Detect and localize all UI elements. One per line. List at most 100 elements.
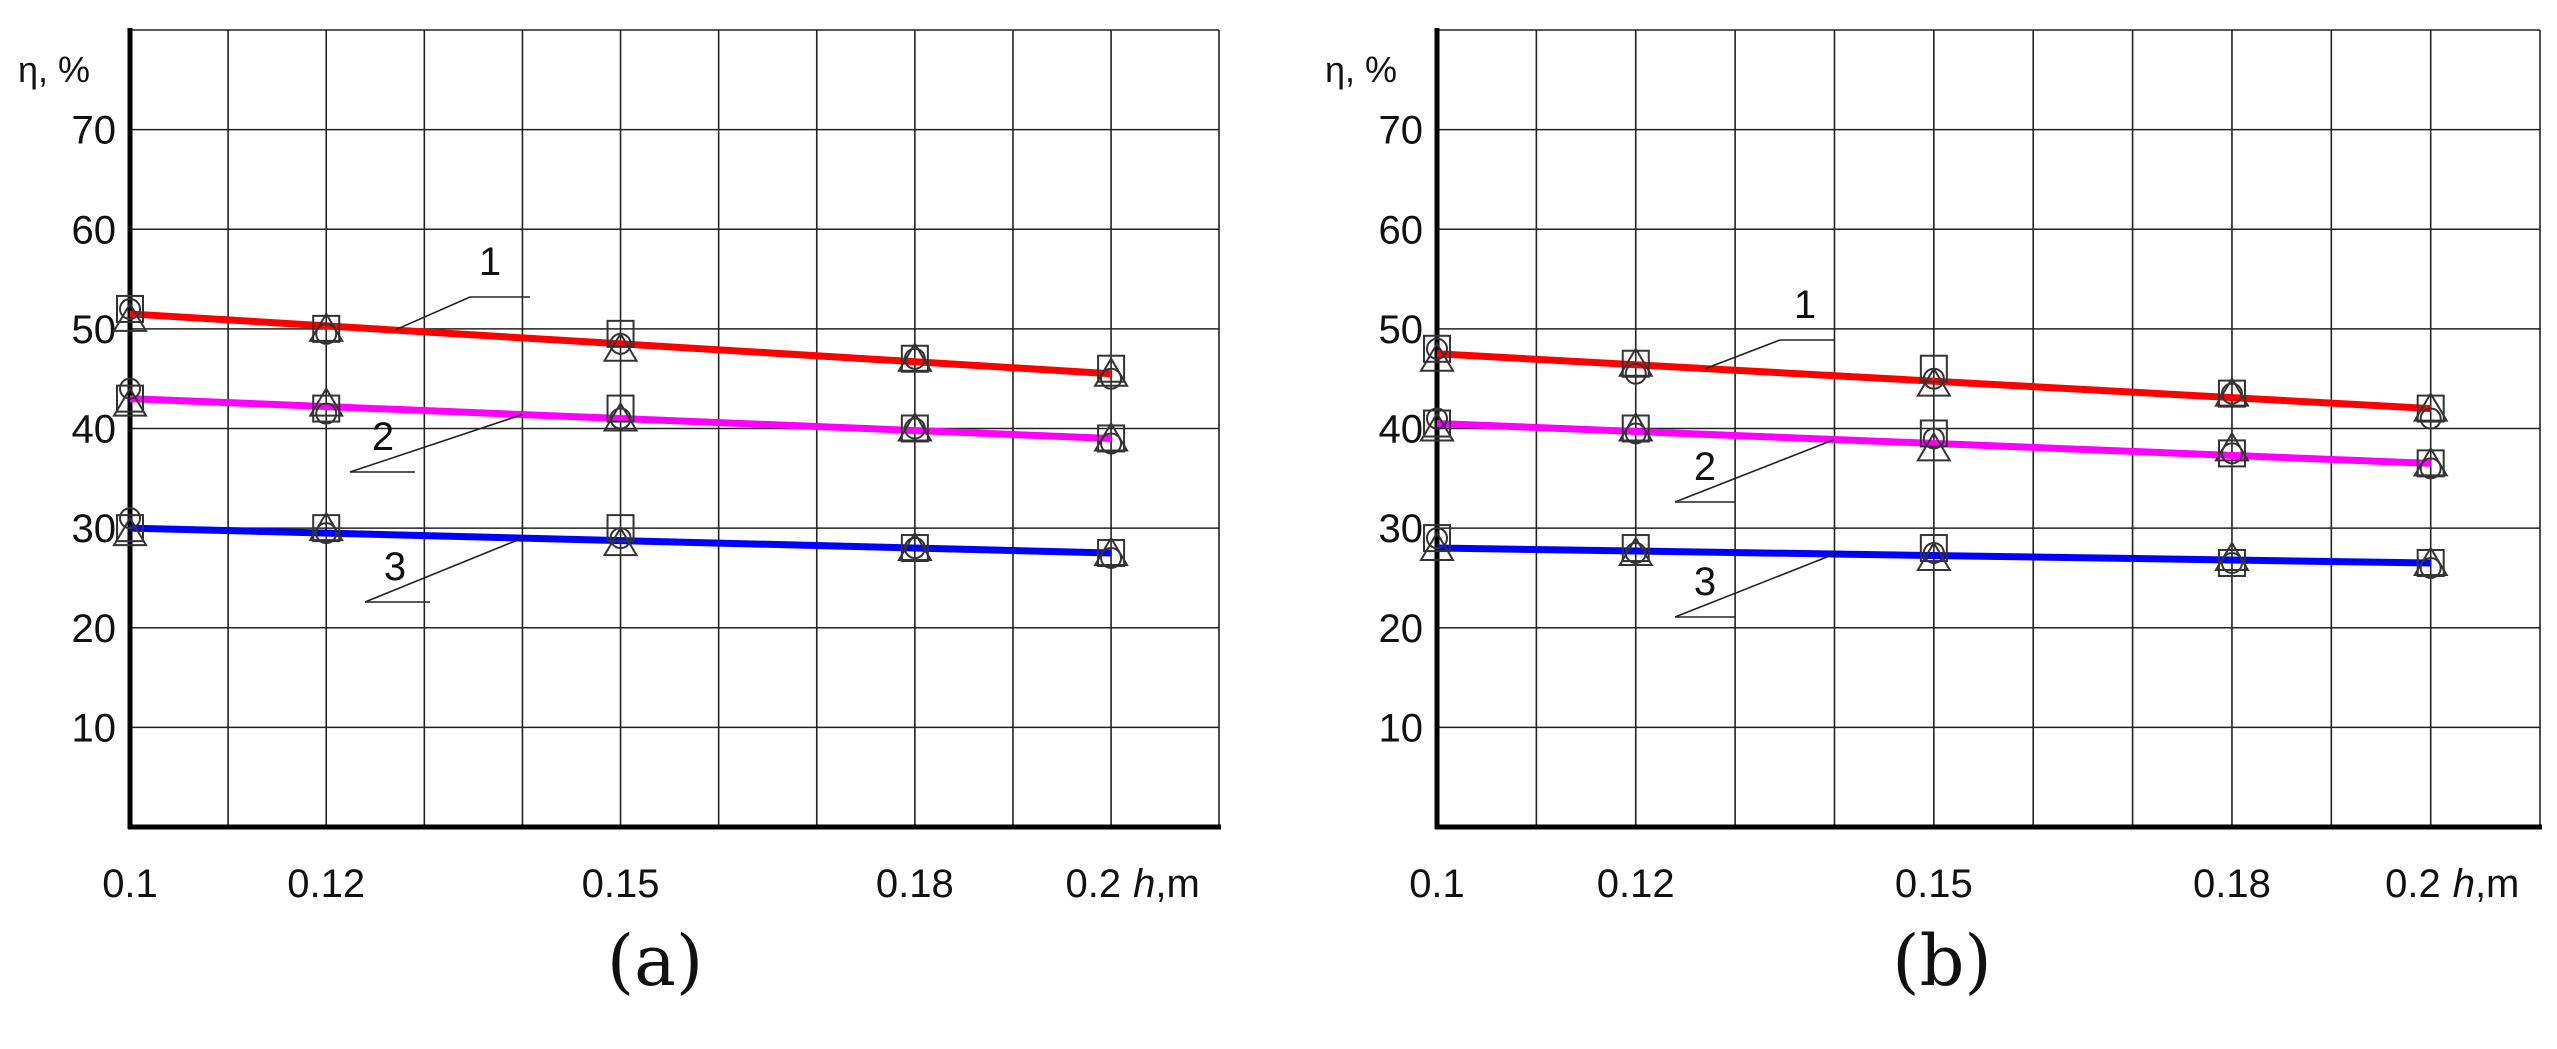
marker-triangle [1419,531,1455,562]
marker-circle [1624,422,1647,445]
marker-circle [903,347,926,370]
marker-circle [119,377,141,400]
x-axis-label-unit: ,m [2475,862,2519,906]
marker-circle [1624,362,1647,385]
x-tick-label: 0.1 [102,862,158,906]
marker-circle [2220,382,2243,405]
series-callout-label: 3 [1694,560,1716,604]
marker-triangle [112,516,148,547]
chart-panel-a: 10 20 30 40 50 60 70 η, % 0.1 0.12 0.15 0.18 0.2 h,m 1… [18,28,1221,1002]
marker-square [116,294,144,323]
marker-circle [903,417,926,440]
marker-circle [2419,407,2442,430]
x-tick-label: 0.18 [876,862,954,906]
panel-label: (a) [607,920,703,1002]
y-tick-label: 20 [1379,607,1424,651]
series-line-3 [1436,544,2431,567]
y-tick-label: 40 [1379,408,1424,452]
marker-triangle [2412,391,2449,422]
y-tick-label: 60 [72,208,117,252]
marker-triangle [1617,346,1654,377]
callout-leader [1674,553,1835,618]
marker-triangle [1916,541,1952,572]
x-tick-label: 0.1 [1409,862,1465,906]
series-callout-label: 2 [1694,445,1716,489]
series-line-2 [1436,420,2431,467]
series-line-2 [129,395,1112,442]
marker-triangle [897,411,933,442]
x-axis-label: h,m [1133,862,1200,906]
marker-circle [1426,337,1448,360]
marker-square [606,394,635,423]
marker-triangle [897,341,933,372]
marker-circle [903,537,926,560]
marker-triangle [112,301,148,332]
marker-square [1423,334,1451,363]
x-axis-label-var: h [1133,862,1155,906]
x-tick-label: 0.15 [1895,862,1973,906]
y-tick-label: 70 [1379,109,1424,153]
marker-circle [2220,551,2243,574]
marker-circle [609,527,632,550]
y-tick-label: 30 [72,507,117,551]
marker-circle [315,522,338,545]
marker-circle [2419,457,2442,480]
marker-square [1919,534,1948,563]
marker-circle [2419,556,2442,579]
callout-leader [364,537,523,603]
series-callout-label: 1 [1794,283,1816,327]
y-tick-label: 60 [1379,208,1424,252]
series-callout-label: 3 [384,545,406,589]
marker-circle [2220,442,2243,465]
marker-square [606,319,635,348]
x-tick-label: 0.18 [2193,862,2271,906]
callout-leader [349,413,523,473]
x-axis-label-unit: ,m [1155,862,1199,906]
marker-triangle [897,531,933,562]
y-tick-label: 50 [1379,308,1424,352]
callout-leader [1705,339,1781,370]
marker-square [116,384,144,413]
marker-circle [1624,542,1647,565]
marker-circle [1100,432,1123,455]
marker-triangle [602,401,639,432]
marker-circle [1922,427,1945,450]
marker-triangle [2214,376,2250,407]
x-tick-label: 0.2 [1065,862,1121,906]
marker-square [606,514,635,543]
marker-circle [1922,542,1945,565]
marker-square [116,514,144,543]
y-axis-label: η, % [1325,49,1397,90]
marker-circle [119,507,141,530]
marker-square [1423,409,1451,438]
marker-square [1919,419,1948,448]
callout-leader [1674,438,1835,503]
marker-triangle [1617,536,1654,567]
series-callout-label: 2 [372,415,394,459]
marker-square [1423,524,1451,553]
marker-circle [1426,407,1448,430]
x-tick-label: 0.12 [1597,862,1675,906]
marker-triangle [308,386,344,417]
y-axis-label: η, % [18,49,90,90]
series-callout-label: 1 [479,240,501,284]
y-tick-label: 30 [1379,507,1424,551]
marker-circle [1100,367,1123,390]
x-tick-label: 0.12 [287,862,365,906]
marker-triangle [602,526,639,557]
y-tick-label: 10 [1379,706,1424,750]
x-axis-label: h,m [2453,862,2520,906]
x-axis-label-var: h [2453,862,2475,906]
marker-triangle [1916,431,1952,462]
marker-triangle [602,331,639,362]
marker-triangle [1419,341,1455,372]
marker-circle [119,297,141,320]
callout-leader [394,296,471,331]
marker-circle [609,407,632,430]
marker-square [1621,534,1650,563]
marker-triangle [1916,366,1952,397]
marker-triangle [112,386,148,417]
y-tick-label: 70 [72,109,117,153]
